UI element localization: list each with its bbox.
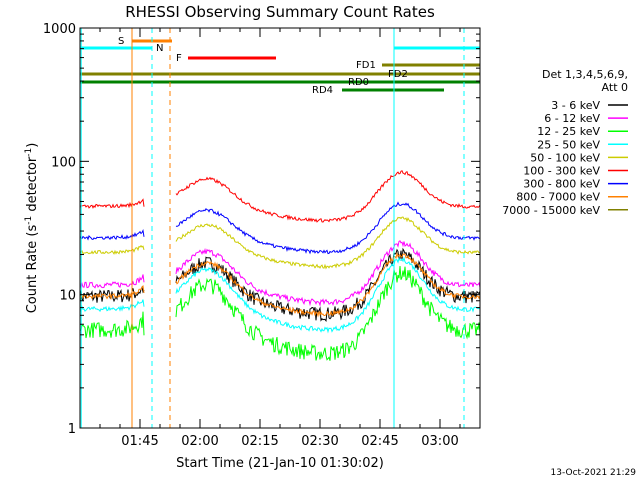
legend-label-0: 3 - 6 keV — [551, 99, 600, 112]
fd1-flag-label: FD1 — [356, 60, 376, 71]
fd2-flag-label: FD2 — [388, 69, 408, 80]
y-axis-label: Count Rate (s-1 detector-1) — [24, 143, 40, 314]
plot-series — [79, 170, 481, 361]
series-line-6 — [175, 201, 481, 255]
legend-label-4: 50 - 100 keV — [530, 151, 600, 164]
rd0-flag-label: RD0 — [348, 77, 369, 88]
x-tick-label: 02:15 — [241, 434, 278, 449]
x-tick-label: 02:30 — [301, 434, 338, 449]
legend-label-8: 7000 - 15000 keV — [502, 204, 600, 217]
series-line-3 — [175, 256, 481, 334]
series-line-1 — [175, 240, 481, 307]
x-tick-label: 03:00 — [421, 434, 458, 449]
legend-header-line-1: Det 1,3,4,5,6,9, — [542, 68, 628, 81]
series-line-4 — [175, 216, 481, 270]
series-line-7 — [175, 251, 481, 318]
series-line-1 — [79, 274, 145, 289]
legend-label-6: 300 - 800 keV — [523, 178, 600, 191]
rd4-flag-label: RD4 — [312, 85, 333, 96]
flare-flag-label: F — [176, 53, 182, 64]
series-line-4 — [79, 244, 145, 255]
timestamp: 13-Oct-2021 21:29 — [551, 468, 637, 478]
series-line-0 — [79, 285, 145, 304]
series-line-6 — [79, 228, 145, 241]
y-tick-label: 1 — [68, 422, 76, 437]
series-line-2 — [175, 265, 481, 361]
series-line-5 — [175, 170, 481, 223]
y-tick-label: 10 — [59, 289, 76, 304]
time-markers — [80, 28, 465, 428]
x-tick-label: 02:00 — [181, 434, 218, 449]
legend-label-7: 800 - 7000 keV — [516, 191, 600, 204]
legend-header-line-2: Att 0 — [602, 81, 628, 94]
series-line-5 — [79, 198, 145, 209]
y-tick-label: 100 — [51, 155, 76, 170]
chart-title: RHESSI Observing Summary Count Rates — [125, 3, 435, 21]
legend-label-5: 100 - 300 keV — [523, 165, 600, 178]
y-axis: 1 10 100 1000 — [43, 22, 480, 437]
x-tick-label: 02:45 — [361, 434, 398, 449]
series-line-3 — [79, 299, 145, 313]
series-line-2 — [79, 311, 145, 339]
legend-label-3: 25 - 50 keV — [537, 138, 600, 151]
series-line-0 — [175, 247, 481, 323]
y-tick-label: 1000 — [43, 22, 76, 37]
saa-flag-label: S — [118, 36, 124, 47]
legend-label-1: 6 - 12 keV — [544, 112, 600, 125]
plot-frame — [79, 27, 481, 429]
observing-flag-lanes: S N F FD1 FD2 RD0 RD4 — [80, 36, 480, 96]
night-flag-label: N — [156, 43, 163, 54]
x-axis-label: Start Time (21-Jan-10 01:30:02) — [176, 456, 384, 471]
legend-label-2: 12 - 25 keV — [537, 125, 600, 138]
x-axis: 01:45 02:00 02:15 02:30 02:45 03:00 — [79, 28, 481, 449]
series-line-7 — [79, 284, 145, 301]
x-tick-label: 01:45 — [121, 434, 158, 449]
